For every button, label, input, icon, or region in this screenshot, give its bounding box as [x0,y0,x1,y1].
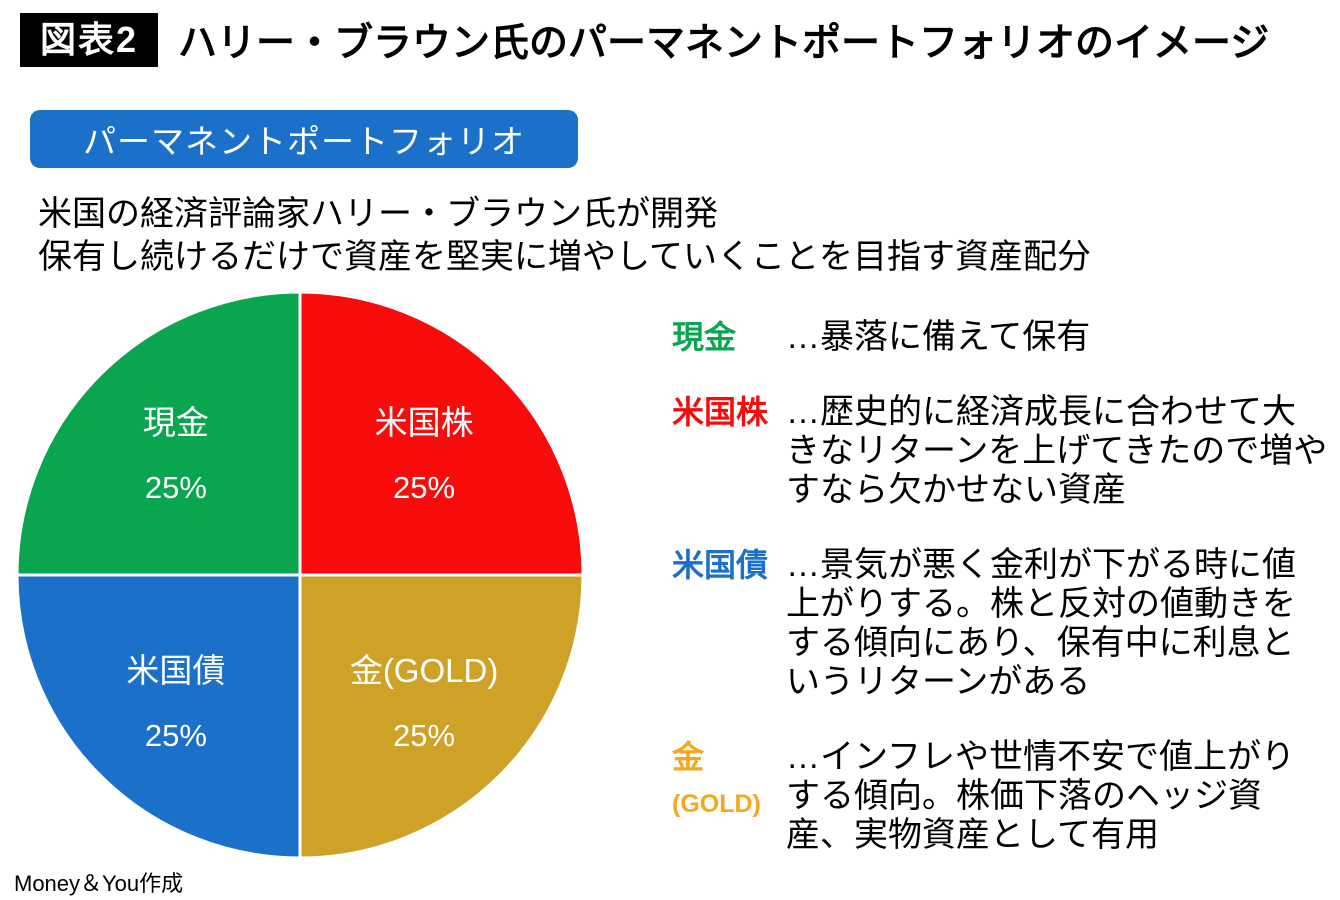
legend-desc: …景気が悪く金利が下がる時に値上がりする。株と反対の値動きをする傾向にあり、保有… [786,546,1296,701]
pie-slice-name: 米国株 [374,403,474,441]
pie-slice-label: 現金 25% [143,396,209,506]
legend-item-gold: 金 (GOLD) …インフレや世情不安で値上がりする傾向。株価下落のヘッジ資産、… [672,738,1328,855]
legend-item-us-stocks: 米国株 …歴史的に経済成長に合わせて大きなリターンを上げてきたので増やすなら欠か… [672,393,1328,510]
pie-slice-label: 米国債 25% [126,644,225,754]
legend-term-label: 米国債 [672,547,769,583]
portfolio-title-pill: パーマネントポートフォリオ [30,110,578,168]
source-credit: Money＆You作成 [14,871,184,896]
figure-title: ハリー・ブラウン氏のパーマネントポートフォリオのイメージ [178,22,1270,65]
legend-term-label: 米国株 [672,394,769,430]
legend-item-us-bonds: 米国債 …景気が悪く金利が下がる時に値上がりする。株と反対の値動きをする傾向にあ… [672,546,1328,702]
legend-term-label: 金 [672,739,705,775]
pie-slice-percent: 25% [393,718,456,754]
pie-slice-2 [15,573,302,860]
legend-term-label: 現金 [672,319,737,355]
legend-desc: …歴史的に経済成長に合わせて大きなリターンを上げてきたので増やすなら欠かせない資… [786,393,1328,509]
pie-chart-svg [15,290,585,860]
pie-slice-name: 金(GOLD) [349,652,499,690]
pie-chart: 米国株 25% 金(GOLD) 25% 米国債 25% 現金 25% [13,288,587,862]
pie-slice-0 [298,290,585,577]
description-line-2: 保有し続けるだけで資産を堅実に増やしていくことを目指す資産配分 [38,238,1091,276]
pie-slice-name: 現金 [142,403,209,441]
pie-slice-1 [298,573,585,860]
pie-slice-label: 金(GOLD) 25% [350,644,499,754]
pie-slice-name: 米国債 [126,652,226,690]
legend-term-sublabel: (GOLD) [672,790,761,818]
pie-slice-percent: 25% [144,469,207,505]
pie-slice-label: 米国株 25% [375,396,474,506]
legend-term: 米国債 [672,546,786,702]
figure-number-badge: 図表2 [20,13,159,67]
legend: 現金 …暴落に備えて保有 米国株 …歴史的に経済成長に合わせて大きなリターンを上… [672,318,1328,891]
legend-item-cash: 現金 …暴落に備えて保有 [672,318,1328,357]
legend-desc: …暴落に備えて保有 [786,318,1091,356]
legend-term: 米国株 [672,393,786,510]
description-line-1: 米国の経済評論家ハリー・ブラウン氏が開発 [38,195,718,233]
legend-term: 金 (GOLD) [672,738,786,855]
legend-term: 現金 [672,318,786,357]
pie-slice-percent: 25% [393,469,456,505]
legend-desc: …インフレや世情不安で値上がりする傾向。株価下落のヘッジ資産、実物資産として有用 [786,738,1295,854]
figure-header: 図表2 ハリー・ブラウン氏のパーマネントポートフォリオのイメージ [20,12,1269,68]
pie-slice-3 [15,290,302,577]
pie-slice-percent: 25% [144,718,207,754]
